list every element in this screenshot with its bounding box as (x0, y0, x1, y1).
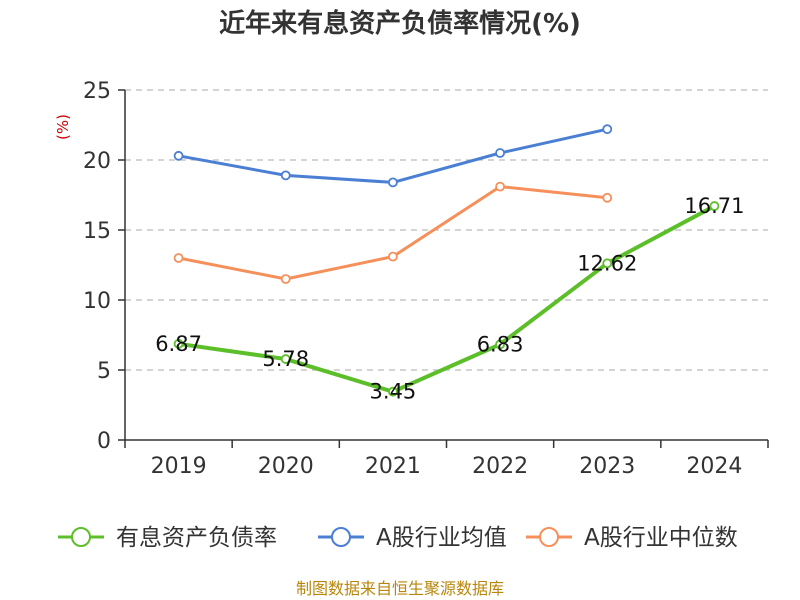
data-label: 5.78 (262, 347, 309, 371)
series-line-1 (178, 204, 716, 394)
legend-marker-3 (539, 527, 559, 547)
data-point-1 (709, 201, 720, 211)
y-tick-label: 5 (97, 359, 111, 384)
legend-label-2: A股行业均值 (376, 525, 507, 551)
data-point-2 (602, 124, 613, 135)
x-tick-label: 2020 (258, 454, 314, 479)
x-tick-label: 2023 (579, 454, 635, 479)
data-point-1 (388, 386, 398, 397)
series-line-3 (178, 185, 608, 281)
x-tick-label: 2022 (472, 454, 528, 479)
data-label: 6.83 (477, 332, 524, 356)
data-label: 6.87 (155, 332, 202, 356)
x-tick-label: 2019 (151, 454, 207, 479)
series (173, 124, 720, 397)
data-point-2 (173, 150, 184, 161)
data-point-1 (280, 354, 291, 364)
legend-label-3: A股行业中位数 (584, 525, 738, 551)
data-point-3 (495, 181, 505, 192)
chart-title: 近年来有息资产负债率情况(%) (219, 8, 581, 39)
data-point-3 (280, 274, 291, 284)
x-tick-label: 2024 (686, 454, 742, 479)
data-point-1 (495, 339, 505, 350)
data-label: 16.71 (684, 194, 744, 218)
data-point-3 (388, 251, 398, 262)
y-tick-label: 20 (83, 149, 111, 174)
source-note: 制图数据来自恒生聚源数据库 (296, 579, 504, 598)
axes: 0 5 10 15 20 25 2019 2020 2021 2022 2023 2024 (83, 79, 769, 479)
data-labels: 6.87 5.78 3.45 6.83 12.62 16.71 (155, 194, 744, 404)
data-point-1 (173, 338, 184, 349)
data-point-2 (388, 177, 398, 188)
data-point-3 (602, 192, 613, 203)
legend-label-1: 有息资产负债率 (116, 525, 277, 551)
legend-marker-2 (331, 527, 351, 547)
data-label: 12.62 (577, 251, 637, 275)
data-point-1 (602, 258, 613, 269)
x-tick-label: 2021 (365, 454, 421, 479)
y-tick-label: 0 (97, 429, 111, 454)
series-line-2 (178, 127, 608, 184)
y-tick-label: 15 (83, 219, 111, 244)
y-axis-unit-label: (%) (54, 114, 72, 140)
legend-marker-1 (71, 527, 91, 547)
data-point-2 (280, 170, 291, 181)
data-point-2 (495, 148, 505, 158)
legend: 有息资产负债率 A股行业均值 A股行业中位数 (58, 525, 738, 551)
data-point-3 (173, 253, 184, 263)
y-tick-label: 10 (83, 289, 111, 314)
data-label: 3.45 (370, 380, 417, 404)
y-tick-label: 25 (83, 79, 111, 104)
